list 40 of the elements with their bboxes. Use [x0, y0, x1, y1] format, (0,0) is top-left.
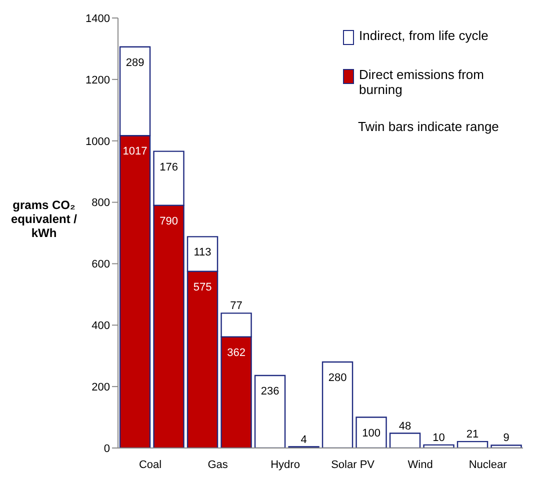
- bar: [456, 440, 488, 448]
- y-tick-label: 600: [92, 258, 110, 271]
- data-label: 790: [160, 215, 178, 228]
- y-tick-label: 800: [92, 197, 110, 210]
- x-tick-label: Gas: [208, 459, 228, 471]
- legend-label: Direct emissions from burning: [359, 67, 485, 97]
- x-tick-label: Hydro: [270, 459, 300, 471]
- data-label: 176: [160, 161, 178, 174]
- data-label: 48: [398, 420, 412, 432]
- bar: [490, 444, 522, 448]
- bar: [322, 361, 354, 448]
- y-tick-label: 1400: [86, 12, 110, 25]
- bar: [356, 416, 387, 448]
- data-label: 362: [227, 346, 246, 359]
- x-tick-label: Coal: [138, 459, 162, 471]
- data-label: 113: [194, 246, 212, 259]
- bar: [254, 374, 286, 448]
- data-label: 1017: [122, 146, 148, 158]
- annotation: Twin bars indicate range: [357, 119, 500, 134]
- legend-label: Indirect, from life cycle: [359, 28, 488, 43]
- data-label: 575: [193, 281, 212, 294]
- x-tick-label: Nuclear: [468, 459, 508, 471]
- data-label: 100: [362, 427, 380, 440]
- y-tick-label: 400: [92, 320, 110, 332]
- data-label: 10: [432, 432, 445, 444]
- data-label: 9: [503, 432, 510, 444]
- y-axis-title: grams CO₂ equivalent / kWh: [10, 198, 78, 240]
- data-label: 280: [328, 372, 347, 384]
- data-label: 289: [126, 56, 144, 69]
- y-tick-label: 200: [92, 381, 110, 394]
- y-tick-label: 1000: [86, 136, 110, 148]
- y-tick-label: 0: [104, 442, 110, 455]
- data-label: 77: [230, 300, 242, 312]
- data-label: 236: [260, 386, 280, 398]
- data-label: 4: [300, 434, 307, 446]
- x-tick-label: Wind: [408, 459, 433, 471]
- bar: [389, 432, 421, 448]
- data-label: 21: [466, 428, 479, 441]
- x-tick-label: Solar PV: [331, 459, 376, 471]
- y-tick-label: 1200: [86, 74, 110, 86]
